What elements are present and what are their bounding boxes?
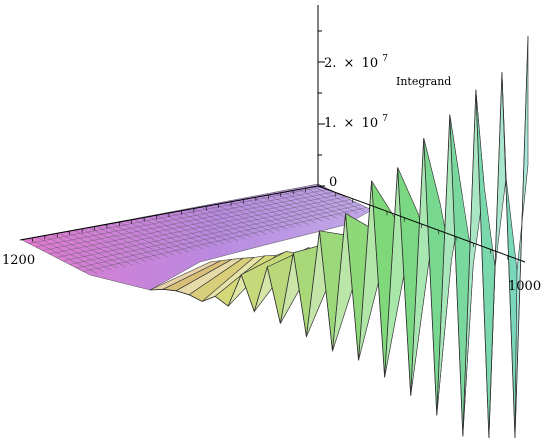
mesh-line — [76, 204, 362, 269]
z-tick-label-0: 0 — [329, 175, 337, 190]
mesh-line — [42, 191, 335, 251]
surface-mesh — [28, 185, 367, 274]
surface-wall — [149, 35, 529, 439]
mesh-line — [35, 189, 329, 248]
y-tick-label-1000: 1000 — [508, 279, 541, 294]
axis-ticks — [32, 30, 509, 260]
mesh-line — [69, 202, 356, 265]
surface-panel — [475, 89, 496, 439]
z-tick-label-2: 2. × 10 7 — [324, 54, 388, 71]
mesh-line — [83, 207, 367, 272]
surface-front-edge — [149, 35, 529, 439]
z-tick-label-1: 1. × 10 7 — [324, 114, 388, 131]
x-tick-label-1200: 1200 — [2, 253, 35, 268]
mesh-line — [28, 186, 324, 244]
mesh-line — [49, 194, 340, 255]
mesh-line — [55, 196, 346, 258]
mesh-line — [62, 199, 351, 262]
z-axis-title: Integrand — [396, 75, 451, 88]
